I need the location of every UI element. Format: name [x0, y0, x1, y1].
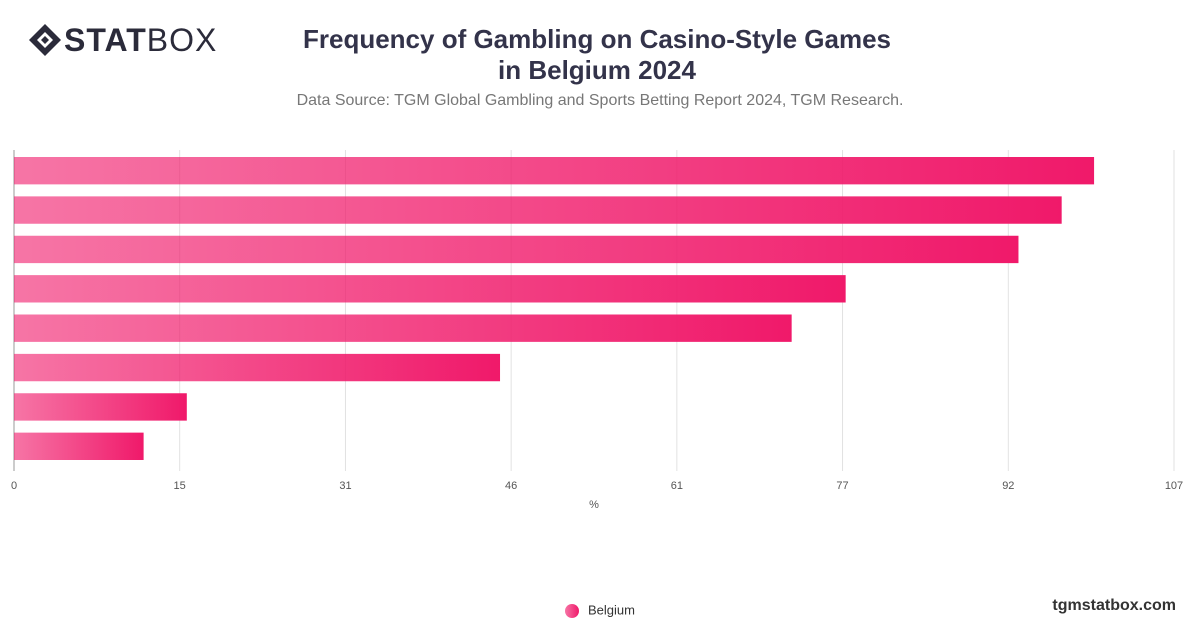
bar — [14, 235, 1019, 264]
bar — [14, 393, 187, 421]
x-axis-label: % — [589, 499, 599, 511]
x-tick-label: 46 — [505, 480, 517, 492]
bar — [14, 432, 144, 460]
logo-light: BOX — [146, 21, 218, 58]
chart-subtitle: Data Source: TGM Global Gambling and Spo… — [296, 92, 904, 109]
logo-bold: STAT — [64, 21, 147, 58]
x-tick-label: 107 — [1165, 480, 1183, 492]
x-tick-label: 31 — [339, 480, 351, 492]
bar — [14, 196, 1062, 224]
bar — [14, 353, 501, 382]
chart-title: Frequency of Gambling on Casino-Style Ga… — [302, 24, 891, 85]
logo-icon — [29, 24, 61, 56]
bar — [14, 314, 792, 342]
x-tick-label: 77 — [836, 480, 848, 492]
x-tick-label: 15 — [174, 480, 186, 492]
bar — [14, 157, 1095, 185]
x-tick-label: 61 — [671, 480, 683, 492]
x-tick-label: 92 — [1002, 480, 1014, 492]
bar — [14, 275, 846, 303]
legend-swatch — [565, 604, 579, 618]
x-tick-label: 0 — [11, 480, 17, 492]
legend-label: Belgium — [588, 602, 635, 617]
logo: STAT BOX — [26, 22, 217, 58]
site-link: tgmstatbox.com — [1052, 597, 1176, 614]
